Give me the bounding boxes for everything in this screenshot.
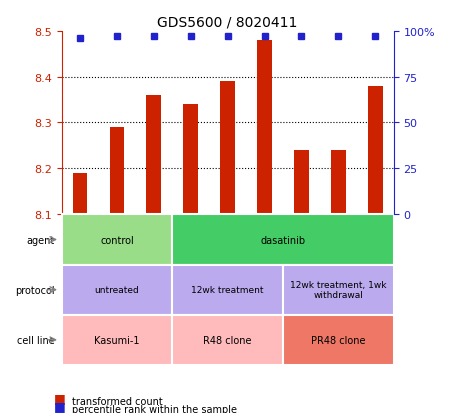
- Text: percentile rank within the sample: percentile rank within the sample: [72, 404, 237, 413]
- Text: 12wk treatment, 1wk
withdrawal: 12wk treatment, 1wk withdrawal: [290, 280, 387, 300]
- Text: cell line: cell line: [17, 335, 55, 345]
- FancyBboxPatch shape: [172, 265, 283, 315]
- Text: protocol: protocol: [15, 285, 55, 295]
- FancyBboxPatch shape: [172, 315, 283, 365]
- Text: R48 clone: R48 clone: [203, 335, 252, 345]
- Text: control: control: [100, 235, 134, 245]
- Bar: [368, 86, 382, 215]
- FancyBboxPatch shape: [172, 215, 394, 265]
- FancyBboxPatch shape: [283, 265, 394, 315]
- Text: ■: ■: [54, 391, 66, 404]
- Bar: [331, 151, 346, 215]
- Text: Kasumi-1: Kasumi-1: [94, 335, 140, 345]
- Bar: [72, 173, 87, 215]
- Bar: [183, 105, 198, 215]
- Text: agent: agent: [27, 235, 55, 245]
- Text: dasatinib: dasatinib: [261, 235, 306, 245]
- Title: GDS5600 / 8020411: GDS5600 / 8020411: [158, 15, 298, 29]
- FancyBboxPatch shape: [283, 315, 394, 365]
- Bar: [257, 40, 272, 215]
- Bar: [146, 96, 161, 215]
- Text: 12wk treatment: 12wk treatment: [191, 285, 264, 294]
- Bar: [294, 151, 309, 215]
- Text: untreated: untreated: [94, 285, 140, 294]
- Bar: [109, 128, 124, 215]
- Text: ■: ■: [54, 399, 66, 412]
- FancyBboxPatch shape: [62, 315, 172, 365]
- Text: PR48 clone: PR48 clone: [311, 335, 365, 345]
- FancyBboxPatch shape: [62, 265, 172, 315]
- Text: transformed count: transformed count: [72, 396, 163, 406]
- Bar: [220, 82, 235, 215]
- FancyBboxPatch shape: [62, 215, 172, 265]
